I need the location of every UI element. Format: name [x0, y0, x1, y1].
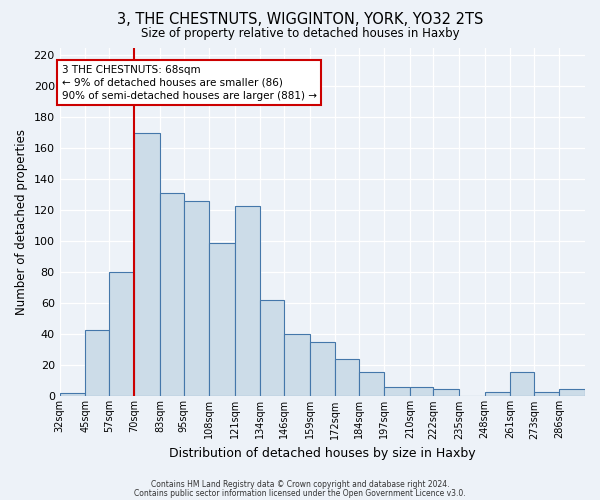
Bar: [109, 272, 134, 396]
Bar: [235, 206, 260, 396]
Bar: [534, 392, 559, 396]
Bar: [260, 300, 284, 396]
Bar: [209, 243, 235, 396]
Bar: [310, 342, 335, 396]
Bar: [385, 387, 410, 396]
Text: Contains public sector information licensed under the Open Government Licence v3: Contains public sector information licen…: [134, 488, 466, 498]
Bar: [335, 359, 359, 397]
Bar: [510, 372, 534, 396]
X-axis label: Distribution of detached houses by size in Haxby: Distribution of detached houses by size …: [169, 447, 476, 460]
Bar: [359, 372, 385, 396]
Bar: [160, 194, 184, 396]
Bar: [134, 133, 160, 396]
Y-axis label: Number of detached properties: Number of detached properties: [15, 129, 28, 315]
Bar: [59, 394, 85, 396]
Bar: [184, 201, 209, 396]
Bar: [559, 388, 585, 396]
Text: 3 THE CHESTNUTS: 68sqm
← 9% of detached houses are smaller (86)
90% of semi-deta: 3 THE CHESTNUTS: 68sqm ← 9% of detached …: [62, 64, 317, 101]
Text: Size of property relative to detached houses in Haxby: Size of property relative to detached ho…: [140, 28, 460, 40]
Bar: [433, 388, 459, 396]
Bar: [284, 334, 310, 396]
Bar: [485, 392, 510, 396]
Bar: [85, 330, 109, 396]
Text: Contains HM Land Registry data © Crown copyright and database right 2024.: Contains HM Land Registry data © Crown c…: [151, 480, 449, 489]
Text: 3, THE CHESTNUTS, WIGGINTON, YORK, YO32 2TS: 3, THE CHESTNUTS, WIGGINTON, YORK, YO32 …: [117, 12, 483, 28]
Bar: [410, 387, 433, 396]
